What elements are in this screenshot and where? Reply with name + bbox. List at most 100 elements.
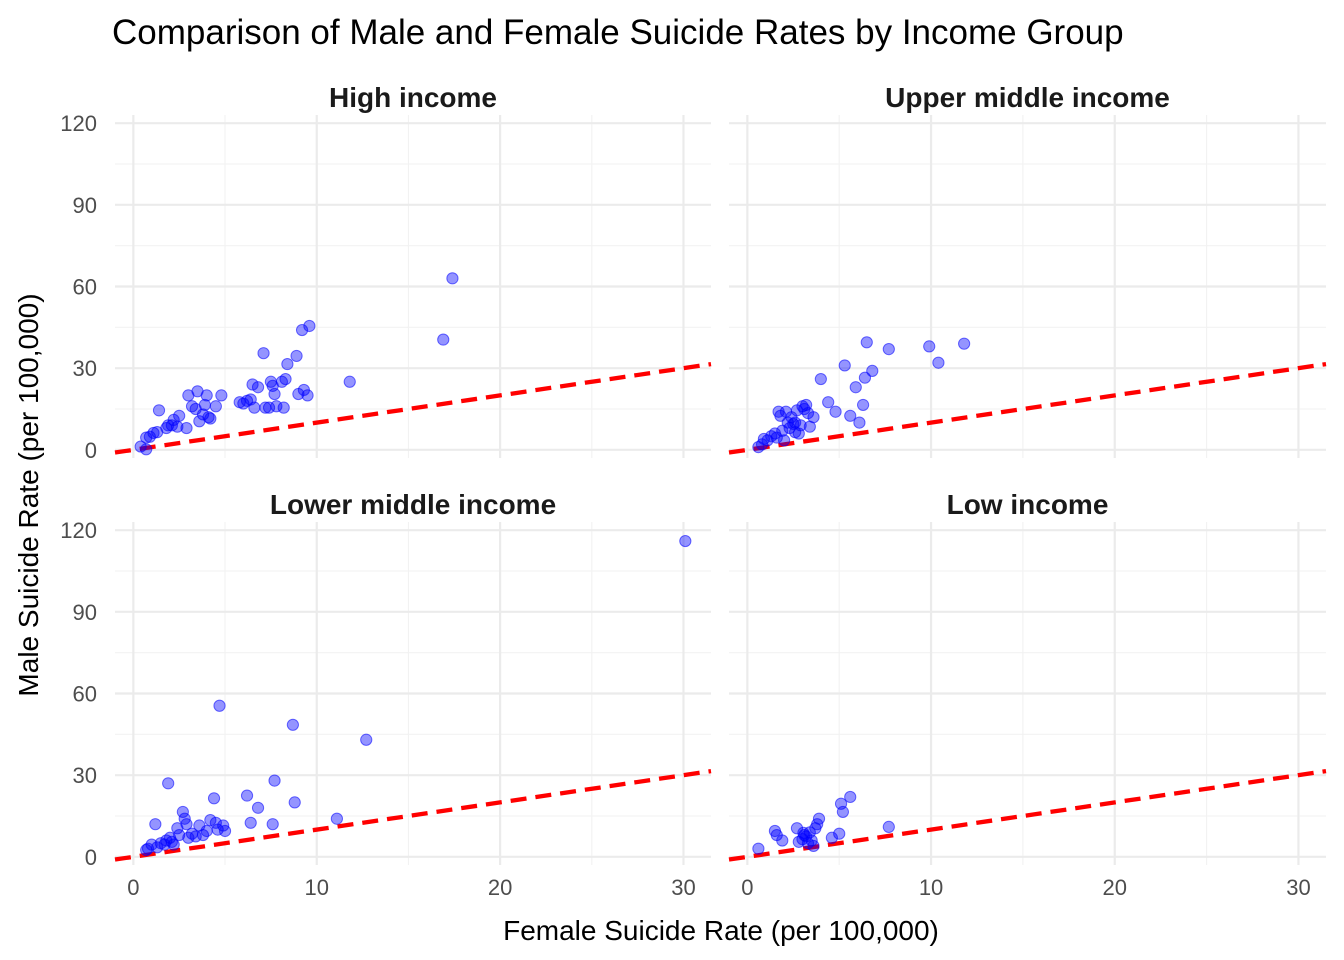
data-point <box>180 818 193 831</box>
data-point <box>246 378 259 391</box>
y-tick-label: 0 <box>85 845 97 870</box>
data-point <box>134 440 147 453</box>
y-tick-label: 120 <box>60 518 97 543</box>
x-tick-label: 10 <box>919 875 943 900</box>
data-point <box>248 401 261 414</box>
chart-title: Comparison of Male and Female Suicide Ra… <box>112 13 1124 52</box>
data-point <box>257 347 270 360</box>
data-point <box>290 349 303 363</box>
facet-panels: High income 0 30 60 90 120 Upper middle income… <box>60 82 1327 900</box>
reference-line <box>114 361 712 455</box>
data-point <box>281 357 294 371</box>
data-point <box>218 824 232 838</box>
data-point <box>266 818 279 831</box>
y-tick-label: 30 <box>73 763 97 788</box>
data-point <box>240 789 254 802</box>
data-point <box>200 824 213 838</box>
data-point <box>268 774 281 787</box>
data-point <box>207 792 221 805</box>
data-point <box>279 372 292 386</box>
data-point <box>176 805 189 819</box>
data-point <box>189 830 202 843</box>
data-point <box>844 409 857 422</box>
data-point <box>833 827 846 840</box>
x-axis-label: Female Suicide Rate (per 100,000) <box>503 915 939 946</box>
data-point <box>149 818 162 831</box>
data-point <box>204 813 217 827</box>
data-point <box>288 796 301 809</box>
reference-line <box>728 361 1327 455</box>
data-point <box>844 790 857 804</box>
data-point <box>814 372 827 386</box>
x-tick-label: 10 <box>304 875 328 900</box>
facet-strip-label: Low income <box>947 489 1109 520</box>
y-tick-label: 120 <box>60 111 97 136</box>
data-point <box>145 838 158 851</box>
data-point <box>836 805 849 819</box>
data-point <box>343 375 356 388</box>
data-point <box>825 831 838 844</box>
x-tick-label: 20 <box>1103 875 1127 900</box>
y-tick-label: 90 <box>73 600 97 625</box>
data-point <box>204 412 217 425</box>
facet-strip-label: High income <box>329 82 497 113</box>
data-point <box>200 389 213 402</box>
data-point <box>196 408 210 421</box>
data-point <box>173 409 186 422</box>
data-point <box>807 839 820 853</box>
x-tick-label: 20 <box>488 875 512 900</box>
data-point <box>251 381 265 394</box>
data-point <box>866 364 879 377</box>
x-tick-label: 30 <box>1286 875 1310 900</box>
data-point <box>807 411 820 424</box>
data-point <box>849 381 862 394</box>
data-point <box>812 812 826 825</box>
data-point <box>209 400 222 413</box>
data-point <box>244 816 257 829</box>
data-point <box>838 359 851 372</box>
data-point <box>958 337 971 350</box>
y-tick-label: 60 <box>73 275 97 300</box>
facet-strip-label: Lower middle income <box>270 489 556 520</box>
data-point <box>789 426 802 439</box>
data-point <box>270 400 283 413</box>
reference-line <box>728 768 1327 862</box>
data-point <box>360 733 373 746</box>
reference-line <box>114 768 712 862</box>
data-point <box>202 411 215 424</box>
facet-panel: Low income 0 10 20 30 <box>728 489 1327 900</box>
data-point <box>268 387 281 401</box>
data-point <box>882 820 895 833</box>
data-point <box>301 389 314 402</box>
data-point <box>213 699 226 712</box>
x-tick-label: 30 <box>671 875 695 900</box>
data-point <box>778 434 791 447</box>
data-point <box>251 801 265 814</box>
y-tick-label: 0 <box>85 438 97 463</box>
data-point <box>262 401 276 414</box>
facet-panel: Lower middle income 0 30 60 90 120 0 10 20 30 <box>60 489 712 900</box>
data-point <box>437 333 450 346</box>
y-tick-label: 60 <box>73 682 97 707</box>
facet-strip-label: Upper middle income <box>885 82 1170 113</box>
data-point <box>209 816 222 829</box>
data-point <box>140 443 153 456</box>
data-point <box>829 405 842 418</box>
data-point <box>856 398 870 412</box>
data-point <box>330 812 343 825</box>
data-point <box>882 343 895 356</box>
data-point <box>303 319 316 333</box>
data-point <box>923 340 936 353</box>
y-tick-label: 90 <box>73 193 97 218</box>
data-point <box>822 396 835 409</box>
data-point <box>152 404 166 417</box>
facet-panel: Upper middle income <box>728 82 1327 458</box>
data-point <box>167 838 180 851</box>
data-point <box>162 777 175 790</box>
data-point <box>752 842 765 855</box>
y-axis-label: Male Suicide Rate (per 100,000) <box>13 293 44 696</box>
data-point <box>173 828 186 842</box>
data-point <box>295 323 309 337</box>
data-point <box>286 718 299 731</box>
